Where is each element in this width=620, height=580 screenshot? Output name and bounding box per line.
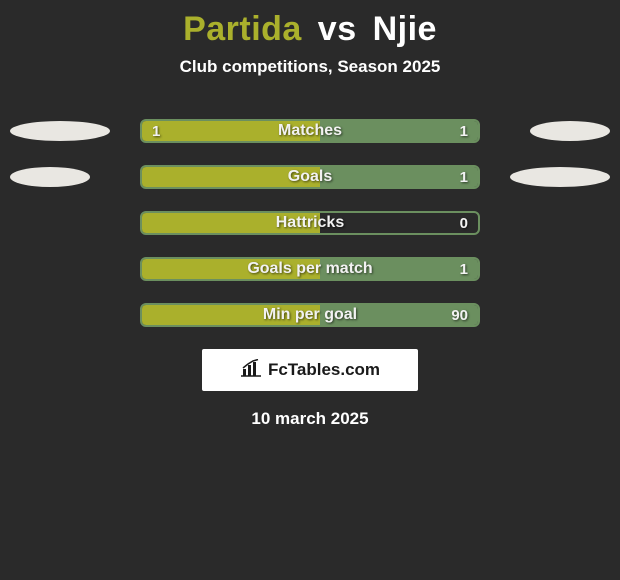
comparison-widget: Partida vs Njie Club competitions, Seaso… — [0, 0, 620, 580]
stat-value-right: 90 — [451, 305, 468, 325]
stat-value-right: 1 — [460, 121, 468, 141]
stat-value-right: 1 — [460, 259, 468, 279]
player2-marker — [510, 167, 610, 187]
date-label: 10 march 2025 — [0, 409, 620, 429]
player1-name: Partida — [183, 10, 302, 48]
stat-bar: Goals1 — [140, 165, 480, 189]
stat-label: Hattricks — [142, 213, 478, 233]
bar-chart-icon — [240, 359, 262, 382]
stat-bar: Goals per match1 — [140, 257, 480, 281]
stat-value-right: 0 — [460, 213, 468, 233]
stat-bar: Hattricks0 — [140, 211, 480, 235]
stat-label: Matches — [142, 121, 478, 141]
brand-text: FcTables.com — [268, 360, 380, 380]
stat-bar: Matches1 1 — [140, 119, 480, 143]
stat-value-left: 1 — [152, 121, 160, 141]
stat-row: Goals1 — [0, 165, 620, 189]
brand-box: FcTables.com — [202, 349, 418, 391]
stat-value-right: 1 — [460, 167, 468, 187]
player1-marker — [10, 121, 110, 141]
stat-row: Hattricks0 — [0, 211, 620, 235]
stat-label: Goals per match — [142, 259, 478, 279]
page-title: Partida vs Njie — [0, 0, 620, 49]
stat-bar: Min per goal90 — [140, 303, 480, 327]
subtitle: Club competitions, Season 2025 — [0, 57, 620, 77]
stats-block: Matches11Goals1Hattricks0Goals per match… — [0, 119, 620, 327]
stat-row: Min per goal90 — [0, 303, 620, 327]
stat-label: Min per goal — [142, 305, 478, 325]
player1-marker — [10, 167, 90, 187]
vs-label: vs — [318, 10, 357, 48]
stat-row: Matches1 1 — [0, 119, 620, 143]
stat-row: Goals per match1 — [0, 257, 620, 281]
stat-label: Goals — [142, 167, 478, 187]
player2-name: Njie — [373, 10, 437, 48]
player2-marker — [530, 121, 610, 141]
